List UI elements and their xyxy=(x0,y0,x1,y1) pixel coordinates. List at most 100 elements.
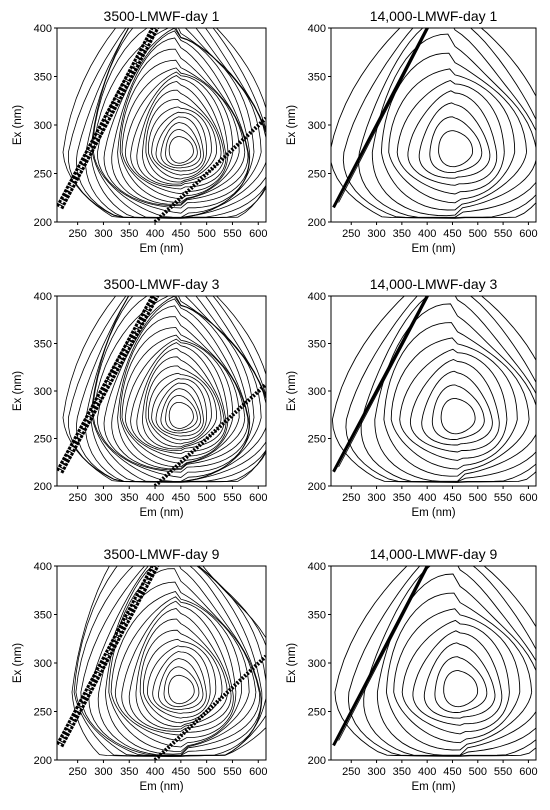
y-tick-label: 400 xyxy=(308,23,326,35)
eem-panel-6: 250 300 350 400 450 500 550 600 200 250 300 350 400 1… xyxy=(286,546,538,793)
contour-line xyxy=(124,71,229,195)
y-tick-label: 350 xyxy=(34,72,52,84)
y-tick-label: 400 xyxy=(34,291,52,303)
contour-area xyxy=(331,296,536,483)
x-tick-label: 450 xyxy=(172,228,190,240)
y-tick-label: 350 xyxy=(308,339,326,351)
x-tick-label: 350 xyxy=(120,766,138,778)
x-tick-label: 450 xyxy=(443,766,461,778)
y-tick-label: 200 xyxy=(34,755,52,767)
x-tick-label: 350 xyxy=(393,766,411,778)
x-tick-label: 300 xyxy=(94,766,112,778)
contour-line xyxy=(110,591,242,748)
contour-line xyxy=(363,566,536,756)
y-tick-label: 400 xyxy=(34,23,52,35)
contour-line xyxy=(390,337,518,470)
y-tick-label: 300 xyxy=(34,120,52,132)
contour-line xyxy=(80,566,263,756)
y-tick-label: 200 xyxy=(308,755,326,767)
x-tick-label: 350 xyxy=(120,492,138,504)
contour-line xyxy=(75,296,266,483)
y-tick-label: 200 xyxy=(308,481,326,493)
x-tick-label: 550 xyxy=(494,766,512,778)
y-tick-label: 350 xyxy=(308,610,326,622)
rayleigh-band-1-edge xyxy=(338,566,430,741)
rayleigh-band-1 xyxy=(57,28,160,210)
y-tick-label: 200 xyxy=(34,481,52,493)
y-tick-label: 350 xyxy=(308,72,326,84)
contour-line xyxy=(111,305,249,471)
eem-panel-4: 250 300 350 400 450 500 550 600 200 250 300 350 400 1… xyxy=(286,276,538,519)
contour-line xyxy=(158,658,204,710)
contour-line xyxy=(147,372,212,445)
contour-line xyxy=(401,619,510,735)
contour-line xyxy=(334,566,536,757)
rayleigh-band-1 xyxy=(57,566,160,748)
x-tick-label: 300 xyxy=(94,492,112,504)
x-tick-label: 600 xyxy=(249,766,267,778)
contour-line xyxy=(345,296,536,483)
rayleigh-band-1-edge xyxy=(338,28,430,203)
x-tick-label: 250 xyxy=(342,492,360,504)
contour-line xyxy=(165,394,198,432)
contour-line xyxy=(121,600,234,736)
contour-line xyxy=(418,102,491,179)
eem-panel-3: 250 300 350 400 450 500 550 600 200 250 300 350 400 3… xyxy=(12,276,267,519)
y-tick-label: 300 xyxy=(308,658,326,670)
contour-line xyxy=(114,596,237,742)
contour-line xyxy=(388,68,516,204)
contour-line xyxy=(399,348,508,461)
x-tick-label: 450 xyxy=(172,492,190,504)
contour-line xyxy=(97,296,251,478)
contour-line xyxy=(393,608,521,744)
x-tick-label: 250 xyxy=(68,228,86,240)
rayleigh-band-1 xyxy=(332,296,429,473)
y-tick-label: 250 xyxy=(34,707,52,719)
contour-line xyxy=(438,130,474,168)
y-tick-label: 250 xyxy=(34,434,52,446)
contour-line xyxy=(152,651,207,714)
x-tick-label: 550 xyxy=(223,228,241,240)
contour-line xyxy=(163,666,200,708)
contour-line xyxy=(374,303,536,482)
y-tick-label: 300 xyxy=(34,386,52,398)
contour-line xyxy=(160,122,202,169)
contour-line xyxy=(423,642,496,719)
x-tick-label: 500 xyxy=(469,492,487,504)
contour-line xyxy=(117,316,246,470)
x-axis-label: Em (nm) xyxy=(411,507,455,519)
contour-line xyxy=(117,48,246,205)
contour-line xyxy=(111,37,249,206)
contour-line xyxy=(145,98,217,183)
y-tick-label: 300 xyxy=(308,120,326,132)
y-tick-label: 200 xyxy=(308,217,326,229)
x-tick-label: 400 xyxy=(418,766,436,778)
contour-line xyxy=(347,566,536,757)
contour-area xyxy=(57,296,266,486)
contour-line xyxy=(121,334,234,464)
x-tick-label: 250 xyxy=(68,492,86,504)
contour-line xyxy=(121,67,234,200)
contour-line xyxy=(62,296,266,483)
contour-line xyxy=(142,356,222,450)
x-axis-label: Em (nm) xyxy=(411,781,455,793)
contour-line xyxy=(142,89,222,185)
contour-line xyxy=(429,116,483,174)
x-tick-label: 400 xyxy=(146,766,164,778)
contour-line xyxy=(75,28,266,219)
contour-line xyxy=(155,382,204,437)
contour-line xyxy=(440,397,476,435)
contour-line xyxy=(342,28,536,219)
contour-area xyxy=(57,566,266,760)
y-axis-label: Ex (nm) xyxy=(12,105,24,145)
x-axis-label: Em (nm) xyxy=(139,507,183,519)
contour-line xyxy=(136,347,225,452)
rayleigh-band-1 xyxy=(332,566,429,747)
x-tick-label: 500 xyxy=(197,492,215,504)
contour-line xyxy=(160,388,202,434)
x-tick-label: 400 xyxy=(418,228,436,240)
contour-line xyxy=(128,608,232,732)
contour-line xyxy=(168,674,195,705)
panel-title: 14,000-LMWF-day 1 xyxy=(370,8,498,24)
x-tick-label: 600 xyxy=(249,492,267,504)
